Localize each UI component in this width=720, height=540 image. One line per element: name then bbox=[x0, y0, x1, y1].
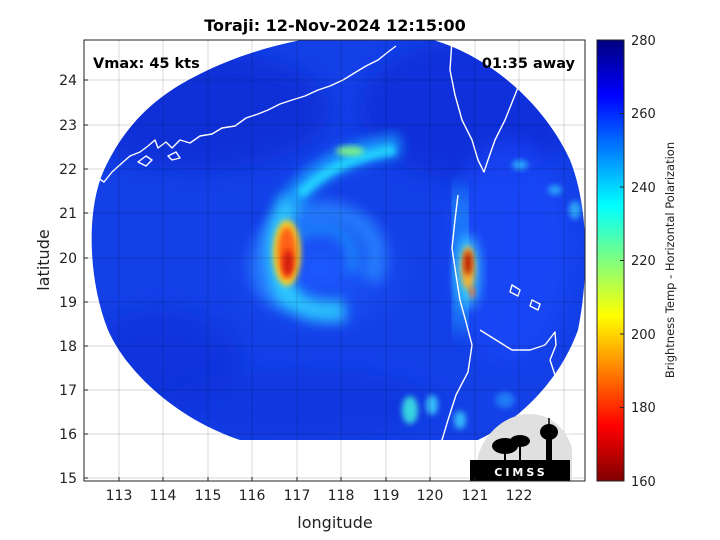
colorbar-tick-label: 160 bbox=[631, 475, 656, 490]
time-away-annotation: 01:35 away bbox=[482, 56, 576, 72]
plot-area: CIMSS Vmax: 45 kts 01:35 away bbox=[83, 39, 586, 482]
y-tick-label: 23 bbox=[59, 118, 77, 134]
y-tick-label: 16 bbox=[59, 427, 77, 443]
y-tick-label: 18 bbox=[59, 339, 77, 355]
coastlines bbox=[84, 40, 585, 481]
x-tick-label: 121 bbox=[462, 488, 489, 504]
colorbar-tick-label: 260 bbox=[631, 107, 656, 122]
x-tick-label: 119 bbox=[373, 488, 400, 504]
colorbar-tick-label: 180 bbox=[631, 401, 656, 416]
x-tick-label: 120 bbox=[417, 488, 444, 504]
x-tick-label: 115 bbox=[195, 488, 222, 504]
x-tick-label: 116 bbox=[239, 488, 266, 504]
colorbar-tick-label: 280 bbox=[631, 34, 656, 49]
colorbar-tick-label: 220 bbox=[631, 254, 656, 269]
x-tick-label: 118 bbox=[328, 488, 355, 504]
colorbar-label: Brightness Temp - Horizontal Polarizatio… bbox=[663, 142, 677, 378]
microwave-swath bbox=[84, 40, 585, 481]
y-tick-label: 17 bbox=[59, 383, 77, 399]
y-tick-label: 24 bbox=[59, 73, 77, 89]
x-tick-label: 117 bbox=[284, 488, 311, 504]
y-tick-label: 21 bbox=[59, 206, 77, 222]
x-axis-label: longitude bbox=[297, 513, 372, 532]
colorbar-gradient bbox=[596, 39, 625, 482]
colorbar-tick-label: 200 bbox=[631, 328, 656, 343]
y-axis-label: latitude bbox=[34, 229, 53, 290]
y-axis: 24 23 22 21 20 19 18 17 16 15 latitude bbox=[34, 73, 88, 487]
colorbar: 280 260 240 220 200 180 160 Brightness T… bbox=[596, 34, 677, 490]
vmax-annotation: Vmax: 45 kts bbox=[93, 56, 200, 72]
x-tick-label: 114 bbox=[150, 488, 177, 504]
y-tick-label: 15 bbox=[59, 471, 77, 487]
y-tick-label: 20 bbox=[59, 251, 77, 267]
y-tick-label: 22 bbox=[59, 162, 77, 178]
cimss-logo-text: CIMSS bbox=[494, 466, 547, 479]
cimss-logo: CIMSS bbox=[470, 414, 572, 481]
colorbar-tick-label: 240 bbox=[631, 181, 656, 196]
x-tick-label: 122 bbox=[506, 488, 533, 504]
y-tick-label: 19 bbox=[59, 295, 77, 311]
x-tick-label: 113 bbox=[106, 488, 133, 504]
x-axis: 113 114 115 116 117 118 119 120 121 122 … bbox=[106, 477, 533, 532]
chart-title: Toraji: 12-Nov-2024 12:15:00 bbox=[204, 16, 465, 35]
